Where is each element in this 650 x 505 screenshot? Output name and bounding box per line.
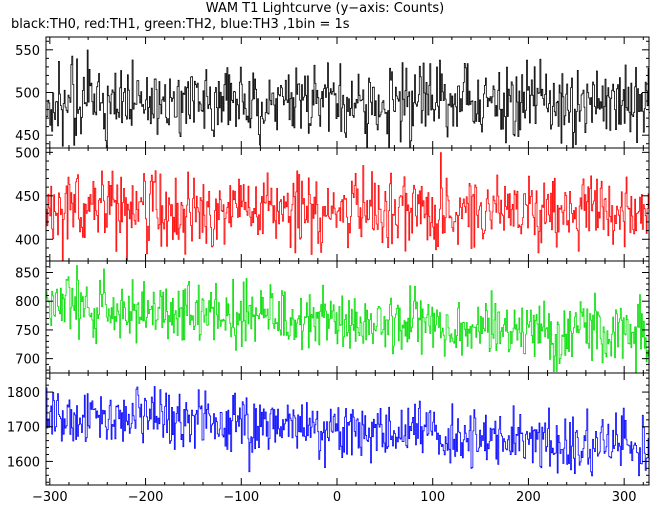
y-tick-label-th1: 450 [15, 190, 40, 205]
x-tick-label: 0 [333, 490, 341, 505]
series-line-th2 [46, 265, 650, 373]
y-tick-label-th0: 550 [15, 44, 40, 59]
y-tick-label-th2: 850 [15, 266, 40, 281]
x-tick-label: −100 [223, 490, 259, 505]
y-tick-label-th2: 800 [15, 295, 40, 310]
y-tick-label-th0: 500 [15, 87, 40, 102]
x-tick-label: 300 [612, 490, 637, 505]
chart-subtitle: black:TH0, red:TH1, green:TH2, blue:TH3 … [11, 17, 350, 32]
y-tick-label-th3: 1700 [7, 421, 40, 436]
chart-title: WAM T1 Lightcurve (y−axis: Counts) [205, 1, 445, 16]
panel-frame-th3 [45, 372, 650, 486]
x-tick-label: 100 [420, 490, 445, 505]
panel-frame-th0 [45, 36, 650, 149]
x-tick-label: −200 [128, 490, 164, 505]
series-line-th3 [46, 386, 650, 477]
series-line-th1 [46, 152, 650, 261]
y-tick-label-th2: 750 [15, 324, 40, 339]
series-line-th0 [46, 49, 650, 148]
y-tick-label-th0: 450 [15, 129, 40, 144]
y-tick-label-th1: 400 [15, 233, 40, 248]
y-tick-label-th2: 700 [15, 353, 40, 368]
y-tick-label-th1: 500 [15, 146, 40, 161]
x-tick-label: 200 [516, 490, 541, 505]
panel-frame-th2 [45, 260, 650, 374]
y-tick-label-th3: 1800 [7, 386, 40, 401]
y-tick-label-th3: 1600 [7, 455, 40, 470]
x-tick-label: −300 [32, 490, 68, 505]
